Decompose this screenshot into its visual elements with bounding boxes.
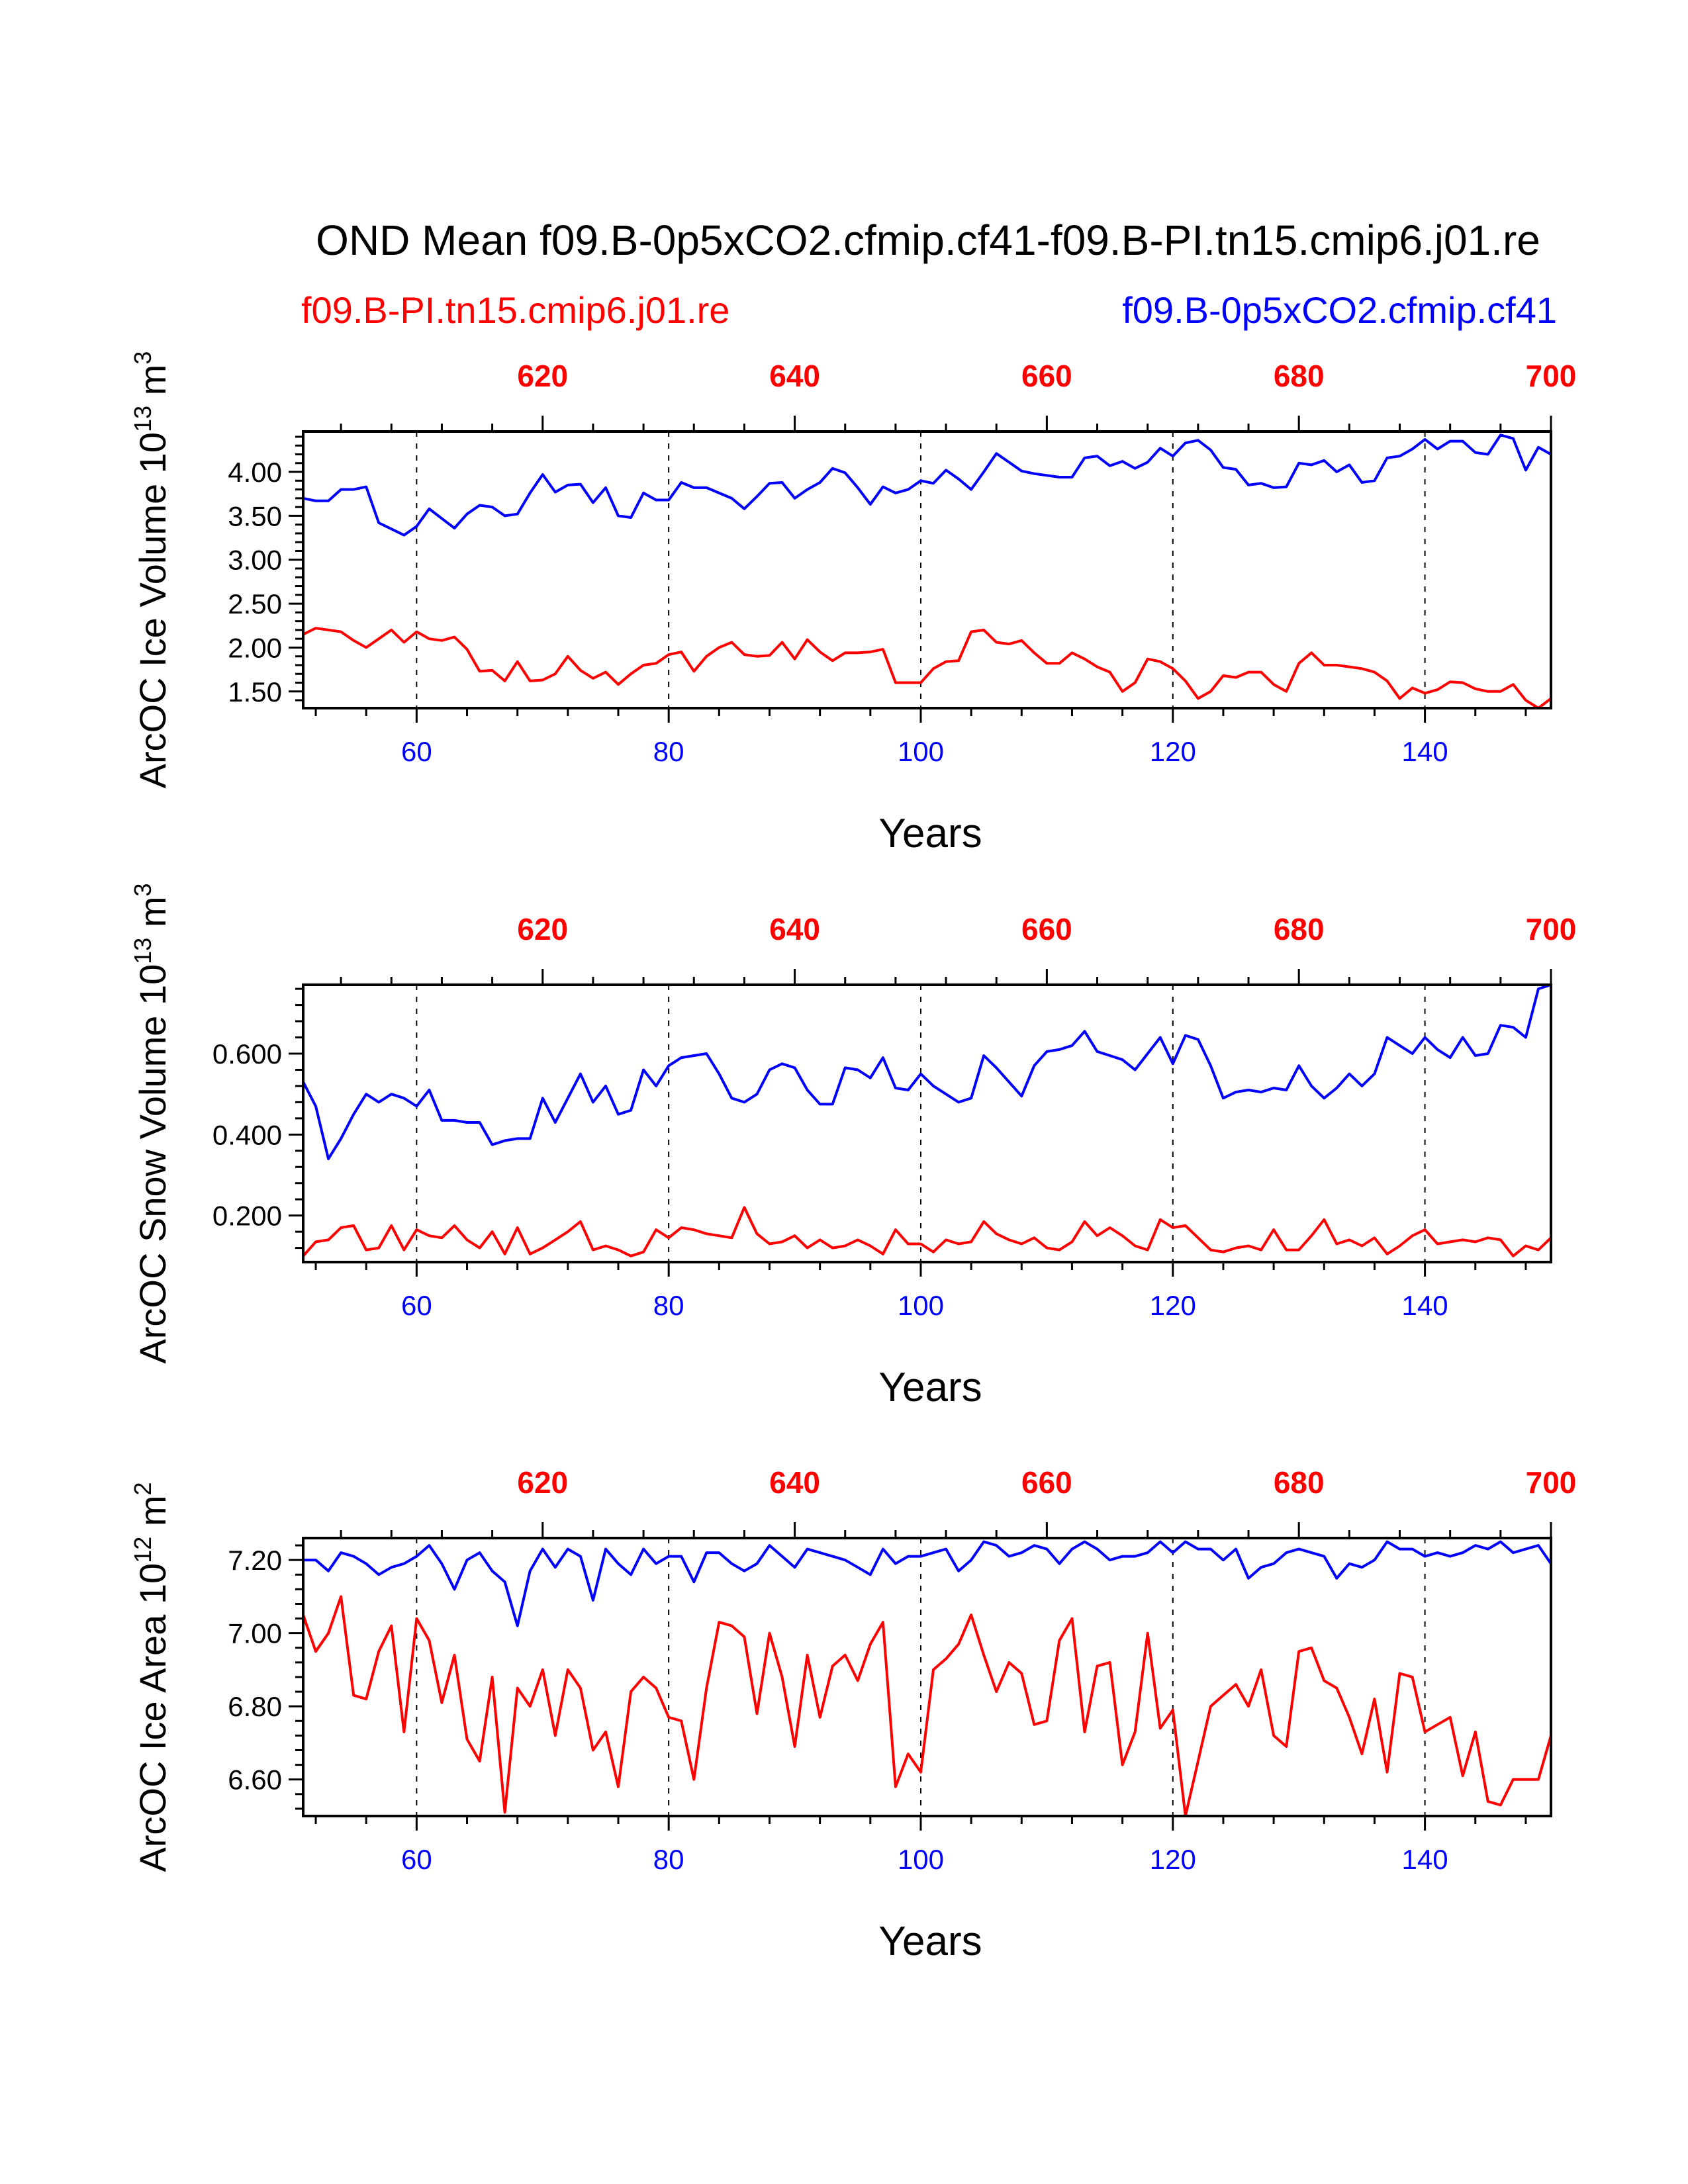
y-tick-label: 3.00 bbox=[228, 545, 282, 576]
x-bottom-tick-label: 100 bbox=[898, 736, 944, 767]
y-axis-label: ArcOC Snow Volume 1013 m3 bbox=[129, 883, 173, 1363]
x-bottom-tick-label: 120 bbox=[1150, 736, 1196, 767]
x-top-tick-label: 620 bbox=[517, 1465, 568, 1500]
x-bottom-tick-label: 120 bbox=[1150, 1844, 1196, 1875]
x-top-tick-label: 700 bbox=[1526, 359, 1577, 393]
y-tick-label: 7.00 bbox=[228, 1618, 282, 1649]
y-tick-label: 2.00 bbox=[228, 632, 282, 663]
x-top-tick-label: 700 bbox=[1526, 1465, 1577, 1500]
x-axis-label: Years bbox=[878, 1365, 982, 1410]
x-bottom-tick-label: 60 bbox=[401, 1844, 432, 1875]
series-line-pi bbox=[302, 1206, 1552, 1257]
x-bottom-tick-label: 100 bbox=[898, 1844, 944, 1875]
plot-frame bbox=[302, 430, 1552, 709]
x-axis-label: Years bbox=[878, 811, 982, 856]
series-line-pi bbox=[303, 627, 1552, 709]
x-top-tick-label: 680 bbox=[1274, 912, 1325, 946]
x-top-tick-label: 700 bbox=[1526, 912, 1577, 946]
y-tick-label: 4.00 bbox=[228, 457, 282, 488]
x-bottom-tick-label: 100 bbox=[898, 1290, 944, 1321]
x-bottom-tick-label: 140 bbox=[1402, 1290, 1448, 1321]
y-tick-label: 2.50 bbox=[228, 588, 282, 619]
y-tick-label: 1.50 bbox=[228, 676, 282, 707]
y-tick-label: 3.50 bbox=[228, 500, 282, 531]
series-line-0p5xco2 bbox=[303, 1540, 1552, 1627]
y-tick-label: 6.80 bbox=[228, 1691, 282, 1722]
x-bottom-tick-label: 80 bbox=[653, 1844, 684, 1875]
x-top-tick-label: 660 bbox=[1021, 912, 1072, 946]
ice-volume-panel: 1.50 2.00 2.50 3.00 3.50 4.00 60 80 100 120 140 620… bbox=[129, 351, 1576, 856]
y-tick-label: 0.400 bbox=[212, 1119, 282, 1150]
x-bottom-tick-label: 60 bbox=[401, 1290, 432, 1321]
x-bottom-tick-label: 140 bbox=[1402, 736, 1448, 767]
x-bottom-tick-label: 60 bbox=[401, 736, 432, 767]
y-tick-label: 7.20 bbox=[228, 1545, 282, 1576]
x-bottom-tick-label: 120 bbox=[1150, 1290, 1196, 1321]
series-line-0p5xco2 bbox=[302, 983, 1552, 1160]
x-top-tick-label: 640 bbox=[769, 359, 820, 393]
x-bottom-tick-label: 80 bbox=[653, 1290, 684, 1321]
x-top-tick-label: 660 bbox=[1021, 1465, 1072, 1500]
x-top-tick-label: 620 bbox=[517, 912, 568, 946]
x-top-tick-label: 660 bbox=[1021, 359, 1072, 393]
legend-left: f09.B-PI.tn15.cmip6.j01.re bbox=[301, 289, 729, 331]
snow-volume-panel: 0.200 0.400 0.600 60 80 100 120 140 620 640 660 680… bbox=[129, 883, 1576, 1410]
x-top-tick-label: 640 bbox=[769, 912, 820, 946]
legend-right: f09.B-0p5xCO2.cfmip.cf41 bbox=[1122, 289, 1557, 331]
x-axis-label: Years bbox=[878, 1919, 982, 1964]
x-bottom-tick-label: 80 bbox=[653, 736, 684, 767]
x-top-tick-label: 680 bbox=[1274, 1465, 1325, 1500]
y-tick-label: 6.60 bbox=[228, 1764, 282, 1796]
plot-frame bbox=[302, 1537, 1552, 1817]
x-top-tick-label: 620 bbox=[517, 359, 568, 393]
x-bottom-tick-label: 140 bbox=[1402, 1844, 1448, 1875]
figure-title: OND Mean f09.B-0p5xCO2.cfmip.cf41-f09.B-… bbox=[316, 216, 1540, 264]
y-tick-label: 0.200 bbox=[212, 1201, 282, 1232]
series-line-pi bbox=[302, 1595, 1552, 1817]
y-tick-label: 0.600 bbox=[212, 1038, 282, 1069]
x-top-tick-label: 640 bbox=[769, 1465, 820, 1500]
ice-area-panel: 6.60 6.80 7.00 7.20 60 80 100 120 140 620 640 660 68… bbox=[129, 1465, 1576, 1964]
x-top-tick-label: 680 bbox=[1274, 359, 1325, 393]
y-axis-label: ArcOC Ice Volume 1013 m3 bbox=[129, 351, 173, 789]
plot-frame bbox=[302, 983, 1552, 1263]
y-axis-label: ArcOC Ice Area 1012 m2 bbox=[129, 1482, 173, 1872]
series-line-0p5xco2 bbox=[303, 433, 1552, 537]
